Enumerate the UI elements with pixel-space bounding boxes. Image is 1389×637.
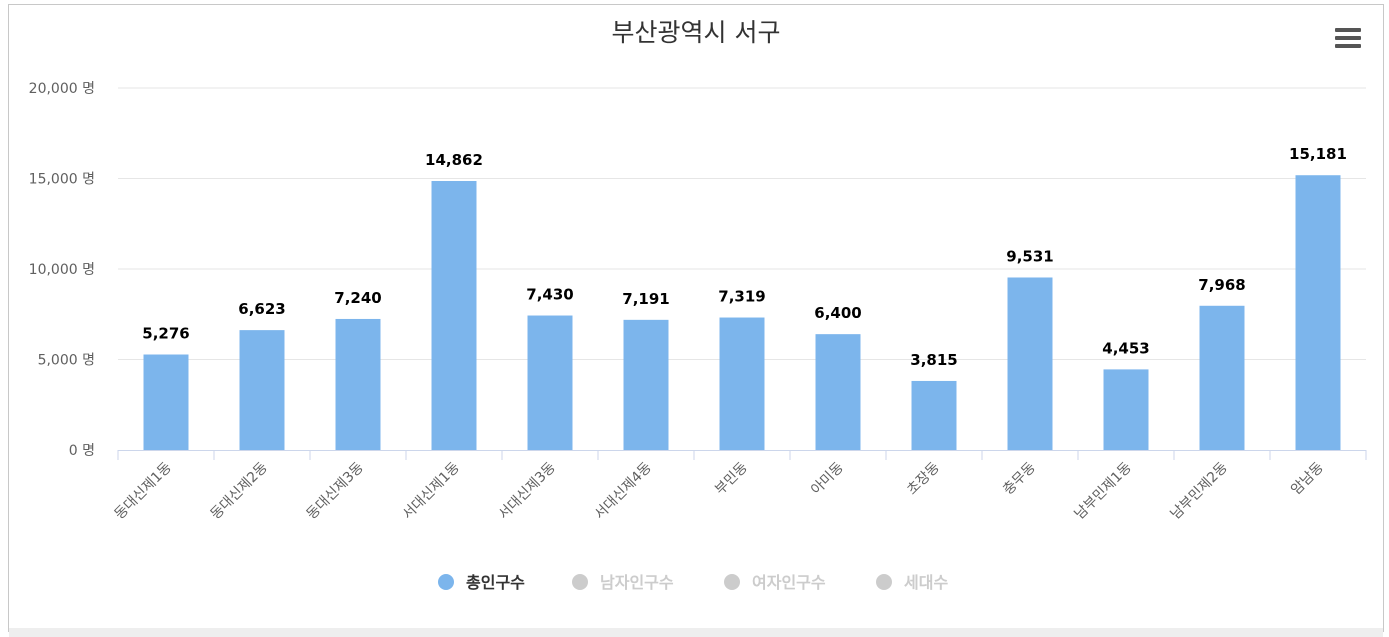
bar[interactable] [1199, 305, 1245, 450]
legend-item[interactable]: 세대수 [876, 573, 948, 592]
data-label: 15,181 [1289, 145, 1347, 163]
y-tick-label: 10,000 명 [29, 262, 95, 278]
x-tick-label: 동대신제3동 [304, 459, 367, 522]
data-labels: 5,276 6,623 7,240 14,862 7,430 7,191 7,319 6,40… [142, 145, 1347, 369]
x-tick-label: 암남동 [1288, 459, 1327, 498]
y-tick-label: 5,000 명 [38, 353, 95, 369]
legend-label: 남자인구수 [600, 573, 674, 592]
data-label: 6,623 [238, 300, 285, 318]
x-tick-label: 동대신제1동 [112, 459, 175, 522]
bar[interactable] [719, 317, 765, 450]
chart-title: 부산광역시 서구 [612, 18, 781, 47]
bottom-strip [9, 628, 1383, 637]
legend-label: 총인구수 [466, 573, 525, 592]
x-tick-label: 서대신제4동 [592, 459, 655, 522]
data-label: 7,430 [526, 286, 573, 304]
x-axis: 동대신제1동 동대신제2동 동대신제3동 서대신제1동 서대신제3동 서대신제4동 부민동 아… [112, 450, 1367, 523]
hamburger-menu-icon[interactable] [1335, 28, 1361, 50]
bar[interactable] [1295, 175, 1341, 450]
data-label: 7,319 [718, 288, 765, 306]
data-label: 9,531 [1006, 247, 1053, 265]
y-tick-label: 0 명 [69, 443, 95, 459]
bar[interactable] [143, 354, 189, 450]
legend-label: 여자인구수 [752, 573, 826, 592]
legend-marker [572, 574, 588, 590]
x-tick-label: 부민동 [712, 459, 751, 498]
data-label: 7,191 [622, 290, 669, 308]
x-tick-label: 초장동 [904, 459, 943, 498]
legend-label: 세대수 [904, 573, 948, 592]
bar[interactable] [527, 315, 573, 450]
bar[interactable] [1007, 277, 1053, 450]
bar[interactable] [335, 318, 381, 450]
x-tick-label: 서대신제3동 [496, 459, 559, 522]
legend-marker [876, 574, 892, 590]
y-axis: 0 명 5,000 명 10,000 명 15,000 명 20,000 명 [29, 81, 95, 459]
bar[interactable] [623, 319, 669, 450]
x-tick-label: 서대신제1동 [400, 459, 463, 522]
y-tick-label: 20,000 명 [29, 81, 95, 97]
chart-container [8, 4, 1384, 632]
data-label: 14,862 [425, 151, 483, 169]
menu-line [1335, 28, 1361, 32]
data-label: 7,240 [334, 289, 381, 307]
legend: 총인구수 남자인구수 여자인구수 세대수 [438, 573, 948, 592]
x-tick-label: 충무동 [1000, 459, 1039, 498]
bar[interactable] [911, 380, 957, 450]
menu-line [1335, 36, 1361, 40]
x-tick-label: 남부민제1동 [1072, 459, 1135, 522]
bar[interactable] [431, 180, 477, 450]
bar[interactable] [239, 330, 285, 450]
data-label: 4,453 [1102, 339, 1149, 357]
bars [143, 175, 1341, 450]
legend-item[interactable]: 총인구수 [438, 573, 525, 592]
data-label: 7,968 [1198, 276, 1245, 294]
data-label: 5,276 [142, 325, 189, 343]
bar[interactable] [815, 334, 861, 450]
y-tick-label: 15,000 명 [29, 172, 95, 188]
data-label: 6,400 [814, 304, 861, 322]
data-label: 3,815 [910, 351, 957, 369]
menu-line [1335, 44, 1361, 48]
x-tick-label: 동대신제2동 [208, 459, 271, 522]
x-tick-label: 남부민제2동 [1168, 459, 1231, 522]
x-tick-label: 아미동 [808, 459, 847, 498]
legend-marker [438, 574, 454, 590]
legend-marker [724, 574, 740, 590]
bar[interactable] [1103, 369, 1149, 450]
legend-item[interactable]: 여자인구수 [724, 573, 826, 592]
legend-item[interactable]: 남자인구수 [572, 573, 674, 592]
